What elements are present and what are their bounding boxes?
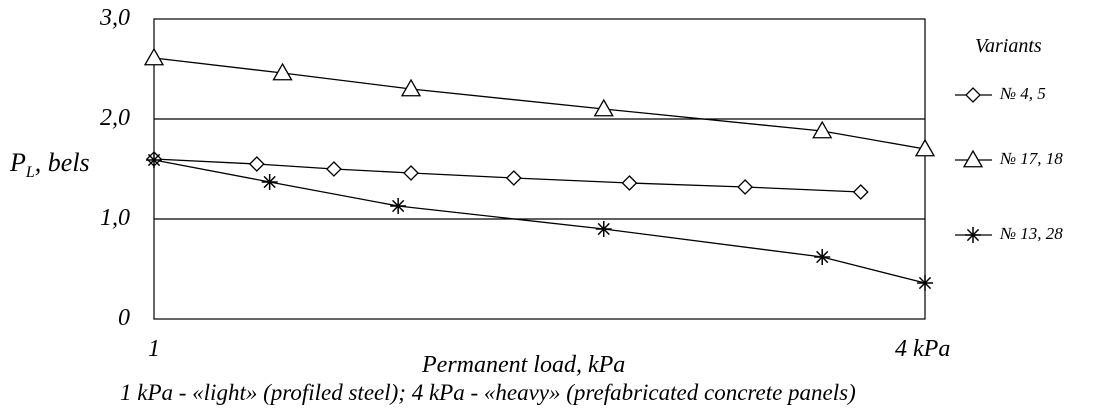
series-line-1 [153,158,861,193]
star-marker [917,275,933,291]
series-line-2 [153,57,926,150]
y-tick-label: 1,0 [100,205,130,231]
diamond-marker [325,161,342,177]
star-marker [261,174,278,190]
y-tick-label: 2,0 [100,105,130,131]
star-marker [595,221,612,237]
chart-gridlines [154,118,925,220]
triangle-marker [143,47,165,66]
diamond-marker [248,156,265,172]
triangle-marker [400,78,422,97]
plot-frame [153,18,926,320]
triangle-marker [593,98,614,117]
y-tick-label: 3,0 [100,5,130,31]
legend-markers [955,87,992,243]
legend-title: Variants [975,35,1042,57]
x-tick-label: 4 kPa [895,336,951,362]
star-marker [965,227,981,243]
series-lines [153,57,926,284]
diamond-marker [403,165,419,181]
star-marker [390,198,407,214]
legend-label: № 13, 28 [1000,224,1063,243]
series-line-3 [153,159,926,284]
diamond-marker [621,175,638,191]
triangle-marker [812,120,833,139]
diamond-marker [737,179,754,195]
triangle-marker [914,138,936,157]
legend-label: № 4, 5 [1000,84,1046,103]
diamond-marker [852,184,869,200]
y-axis-label: PL, bels [10,148,90,182]
y-tick-label: 0 [118,305,130,331]
x-tick-label: 1 [148,336,160,362]
star-marker [814,249,831,265]
triangle-marker [962,149,984,168]
caption: 1 kPa - «light» (profiled steel); 4 kPa … [120,380,856,405]
x-axis-label: Permanent load, kPa [422,352,626,378]
star-marker [146,152,162,168]
legend-label: № 17, 18 [1000,149,1063,168]
diamond-marker [505,170,522,186]
diamond-marker [965,87,981,103]
series-markers [143,47,936,291]
triangle-marker [272,62,293,81]
